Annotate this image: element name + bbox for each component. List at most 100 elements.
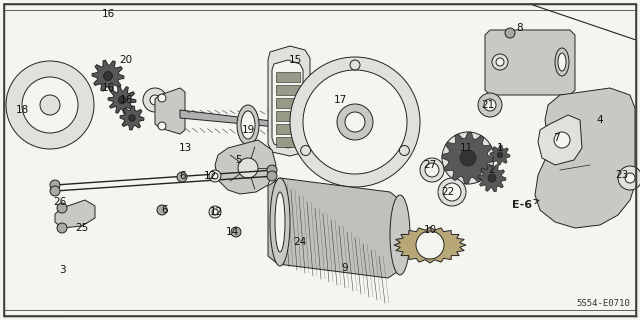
Circle shape xyxy=(484,99,496,111)
Text: 11: 11 xyxy=(460,143,472,153)
Polygon shape xyxy=(268,178,400,278)
Circle shape xyxy=(212,173,218,179)
Circle shape xyxy=(345,112,365,132)
Circle shape xyxy=(157,205,167,215)
Polygon shape xyxy=(276,72,300,82)
Text: 21: 21 xyxy=(481,100,495,110)
Text: 22: 22 xyxy=(442,187,454,197)
Text: 3: 3 xyxy=(59,265,65,275)
Polygon shape xyxy=(478,164,506,192)
Text: 12: 12 xyxy=(204,171,216,181)
Text: 6: 6 xyxy=(162,205,168,215)
Text: 12: 12 xyxy=(209,207,223,217)
Circle shape xyxy=(450,140,486,176)
Circle shape xyxy=(460,150,476,166)
Polygon shape xyxy=(120,106,144,130)
Text: 18: 18 xyxy=(15,105,29,115)
Text: 6: 6 xyxy=(180,171,186,181)
Circle shape xyxy=(209,206,221,218)
Text: 16: 16 xyxy=(101,9,115,19)
Circle shape xyxy=(104,72,113,80)
Text: E-6: E-6 xyxy=(512,199,539,210)
Polygon shape xyxy=(55,200,95,228)
Circle shape xyxy=(478,93,502,117)
Circle shape xyxy=(50,180,60,190)
Circle shape xyxy=(143,88,167,112)
Polygon shape xyxy=(535,88,635,228)
Circle shape xyxy=(443,183,461,201)
Ellipse shape xyxy=(558,53,566,71)
Circle shape xyxy=(625,173,635,183)
Circle shape xyxy=(399,146,410,156)
Polygon shape xyxy=(538,115,582,165)
Circle shape xyxy=(40,95,60,115)
Polygon shape xyxy=(276,137,300,147)
Circle shape xyxy=(350,60,360,70)
Circle shape xyxy=(337,104,373,140)
Polygon shape xyxy=(108,86,136,114)
Text: 5: 5 xyxy=(235,155,241,165)
Ellipse shape xyxy=(270,178,290,266)
Text: 25: 25 xyxy=(76,223,88,233)
Text: 17: 17 xyxy=(333,95,347,105)
Circle shape xyxy=(438,178,466,206)
Text: 14: 14 xyxy=(225,227,239,237)
Circle shape xyxy=(57,223,67,233)
Polygon shape xyxy=(272,60,303,148)
Text: 27: 27 xyxy=(424,160,436,170)
Polygon shape xyxy=(215,140,276,194)
Polygon shape xyxy=(394,227,466,263)
Circle shape xyxy=(425,163,439,177)
Circle shape xyxy=(505,28,515,38)
Text: 9: 9 xyxy=(342,263,348,273)
Circle shape xyxy=(22,77,78,133)
Circle shape xyxy=(492,54,508,70)
Text: 8: 8 xyxy=(516,23,524,33)
Circle shape xyxy=(238,158,258,178)
Polygon shape xyxy=(442,132,494,184)
Text: 24: 24 xyxy=(293,237,307,247)
Circle shape xyxy=(416,231,444,259)
Circle shape xyxy=(150,95,160,105)
Circle shape xyxy=(420,158,444,182)
Polygon shape xyxy=(490,145,510,165)
Text: 10: 10 xyxy=(424,225,436,235)
Circle shape xyxy=(129,115,135,121)
Circle shape xyxy=(212,209,218,215)
Polygon shape xyxy=(276,85,300,95)
Circle shape xyxy=(290,57,420,187)
Polygon shape xyxy=(276,124,300,134)
Circle shape xyxy=(301,146,310,156)
Circle shape xyxy=(497,152,503,158)
Circle shape xyxy=(50,186,60,196)
Circle shape xyxy=(177,172,187,182)
Text: 26: 26 xyxy=(53,197,67,207)
Text: 7: 7 xyxy=(553,133,559,143)
Circle shape xyxy=(267,171,277,181)
Text: 15: 15 xyxy=(289,55,301,65)
Circle shape xyxy=(618,166,640,190)
Polygon shape xyxy=(180,110,330,132)
Text: 5S54-E0710: 5S54-E0710 xyxy=(576,299,630,308)
Ellipse shape xyxy=(390,195,410,275)
Circle shape xyxy=(267,165,277,175)
Circle shape xyxy=(209,170,221,182)
Circle shape xyxy=(158,122,166,130)
Ellipse shape xyxy=(275,192,285,252)
Polygon shape xyxy=(485,30,575,95)
Circle shape xyxy=(496,58,504,66)
Text: 4: 4 xyxy=(596,115,604,125)
Polygon shape xyxy=(268,46,310,156)
Circle shape xyxy=(442,132,494,184)
Text: 20: 20 xyxy=(120,55,132,65)
Circle shape xyxy=(118,96,125,104)
Circle shape xyxy=(554,132,570,148)
Polygon shape xyxy=(155,88,185,134)
Text: 19: 19 xyxy=(241,125,255,135)
Circle shape xyxy=(303,70,407,174)
Text: 1: 1 xyxy=(497,143,503,153)
Circle shape xyxy=(231,227,241,237)
Text: 23: 23 xyxy=(616,170,628,180)
Circle shape xyxy=(6,61,94,149)
Ellipse shape xyxy=(555,48,569,76)
